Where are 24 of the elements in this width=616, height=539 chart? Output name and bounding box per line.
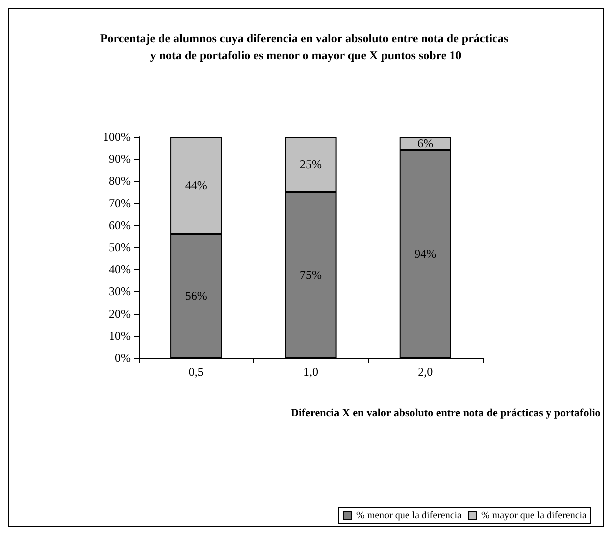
data-label: 94%	[414, 247, 437, 262]
y-tick-label: 100%	[103, 130, 131, 144]
y-tick-label: 70%	[109, 196, 131, 210]
data-label: 44%	[185, 178, 208, 193]
x-tick-label: 1,0	[304, 365, 318, 379]
y-tick-label: 60%	[109, 218, 131, 232]
y-tick-label: 90%	[109, 152, 131, 166]
y-tick-label: 20%	[109, 306, 131, 321]
data-label: 75%	[300, 268, 322, 282]
chart-title: Porcentaje de alumnos cuya diferencia en valor absoluto entre nota de prácticas y nota de portafolio es menor o mayor que X puntos sobre 10	[100, 32, 512, 62]
x-axis-title: Diferencia X en valor absoluto entre nota de prácticas y portafolio	[291, 408, 602, 420]
y-tick-label: 0%	[115, 351, 131, 365]
x-tick-label: 2,0	[418, 365, 434, 379]
y-tick-label: 30%	[109, 284, 131, 299]
legend-label: % menor que la diferencia	[356, 510, 463, 522]
y-tick-label: 10%	[109, 328, 131, 343]
y-tick-label: 50%	[109, 240, 131, 254]
y-tick-label: 80%	[109, 174, 131, 188]
data-label: 56%	[185, 289, 208, 304]
data-label: 6%	[418, 136, 434, 151]
x-tick-label: 0,5	[188, 365, 204, 379]
y-tick-label: 40%	[109, 262, 131, 277]
legend-label: % mayor que la diferencia	[481, 510, 588, 522]
data-label: 25%	[300, 158, 322, 172]
